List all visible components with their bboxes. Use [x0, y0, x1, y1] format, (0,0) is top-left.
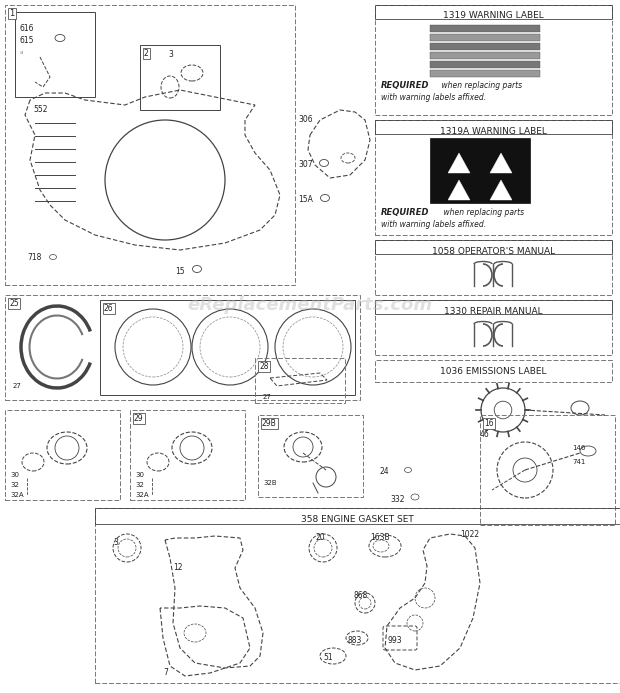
Bar: [430, 70, 540, 77]
Text: 32A: 32A: [135, 492, 149, 498]
Text: 46: 46: [480, 430, 490, 439]
Text: 32B: 32B: [263, 480, 277, 486]
Bar: [430, 61, 540, 68]
Text: 27: 27: [13, 383, 22, 389]
Text: 15: 15: [175, 267, 185, 276]
Text: when replacing parts: when replacing parts: [441, 208, 524, 217]
Text: eReplacementParts.com: eReplacementParts.com: [187, 296, 433, 314]
Text: 883: 883: [347, 636, 361, 645]
Text: 2: 2: [144, 49, 149, 58]
Text: 306: 306: [298, 115, 312, 124]
Text: 146: 146: [572, 445, 585, 451]
Text: when replacing parts: when replacing parts: [439, 81, 522, 90]
Text: 26: 26: [104, 304, 113, 313]
Text: 25: 25: [9, 299, 19, 308]
Text: 3: 3: [113, 538, 118, 547]
Text: 868: 868: [353, 591, 368, 600]
Text: 1058 OPERATOR'S MANUAL: 1058 OPERATOR'S MANUAL: [432, 247, 555, 256]
Bar: [430, 34, 540, 41]
Text: 307: 307: [298, 160, 312, 169]
Text: 15A: 15A: [298, 195, 313, 204]
Text: 30: 30: [135, 472, 144, 478]
Text: 1036 EMISSIONS LABEL: 1036 EMISSIONS LABEL: [440, 367, 547, 376]
Bar: [430, 43, 540, 50]
Text: 29B: 29B: [262, 419, 277, 428]
Text: 29: 29: [134, 414, 144, 423]
Text: a: a: [20, 50, 24, 55]
Text: 3: 3: [168, 50, 173, 59]
Text: 332: 332: [390, 495, 404, 504]
Polygon shape: [490, 180, 512, 200]
Text: 20: 20: [315, 533, 325, 542]
Text: 30: 30: [10, 472, 19, 478]
Text: 24: 24: [380, 467, 389, 476]
Text: with warning labels affixed.: with warning labels affixed.: [381, 220, 486, 229]
Polygon shape: [448, 180, 470, 200]
Text: 616: 616: [20, 24, 35, 33]
Text: 1330 REPAIR MANUAL: 1330 REPAIR MANUAL: [444, 306, 543, 315]
Polygon shape: [448, 153, 470, 173]
Text: with warning labels affixed.: with warning labels affixed.: [381, 93, 486, 102]
Text: 163B: 163B: [370, 533, 389, 542]
Text: 51: 51: [323, 653, 332, 662]
Bar: [430, 25, 540, 32]
Text: 615: 615: [20, 36, 35, 45]
Text: 1: 1: [9, 9, 14, 18]
Text: REQUIRED: REQUIRED: [381, 208, 430, 217]
Text: 27: 27: [263, 394, 272, 400]
Text: 741: 741: [572, 459, 585, 465]
Text: 16: 16: [484, 419, 494, 428]
Text: 718: 718: [27, 253, 42, 262]
Text: 1022: 1022: [460, 530, 479, 539]
Text: 358 ENGINE GASKET SET: 358 ENGINE GASKET SET: [301, 516, 414, 525]
Text: 28: 28: [259, 362, 268, 371]
Text: REQUIRED: REQUIRED: [381, 81, 430, 90]
Text: 993: 993: [388, 636, 402, 645]
Text: 7: 7: [163, 668, 168, 677]
Text: 12: 12: [173, 563, 182, 572]
Text: 552: 552: [33, 105, 48, 114]
Text: 32A: 32A: [10, 492, 24, 498]
Bar: [430, 52, 540, 59]
Bar: [430, 138, 530, 203]
Polygon shape: [490, 153, 512, 173]
Text: 32: 32: [10, 482, 19, 488]
Text: 1319A WARNING LABEL: 1319A WARNING LABEL: [440, 127, 547, 136]
Text: 32: 32: [135, 482, 144, 488]
Text: 1319 WARNING LABEL: 1319 WARNING LABEL: [443, 12, 544, 21]
